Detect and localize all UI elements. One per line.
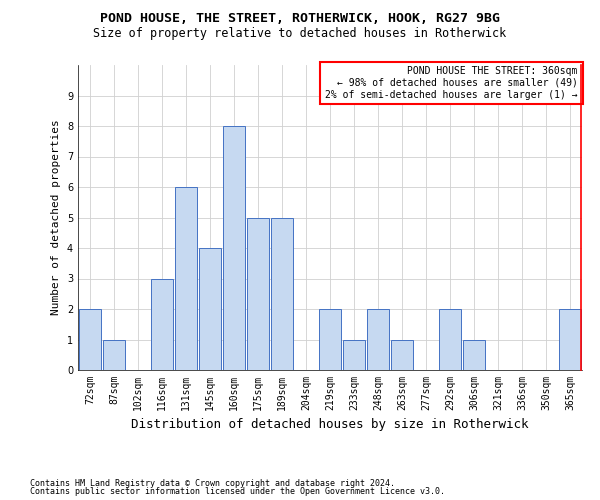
Text: POND HOUSE THE STREET: 360sqm
← 98% of detached houses are smaller (49)
2% of se: POND HOUSE THE STREET: 360sqm ← 98% of d… [325,66,578,100]
Text: Contains public sector information licensed under the Open Government Licence v3: Contains public sector information licen… [30,487,445,496]
Bar [247,218,269,370]
Bar [559,309,581,370]
X-axis label: Distribution of detached houses by size in Rotherwick: Distribution of detached houses by size … [131,418,529,432]
Text: Contains HM Land Registry data © Crown copyright and database right 2024.: Contains HM Land Registry data © Crown c… [30,478,395,488]
Text: Size of property relative to detached houses in Rotherwick: Size of property relative to detached ho… [94,28,506,40]
Bar [79,309,101,370]
Bar [463,340,485,370]
Bar [271,218,293,370]
Bar [439,309,461,370]
Bar [391,340,413,370]
Bar [175,187,197,370]
Bar [199,248,221,370]
Bar [319,309,341,370]
Bar [367,309,389,370]
Y-axis label: Number of detached properties: Number of detached properties [52,120,61,316]
Bar [223,126,245,370]
Bar [103,340,125,370]
Bar [343,340,365,370]
Text: POND HOUSE, THE STREET, ROTHERWICK, HOOK, RG27 9BG: POND HOUSE, THE STREET, ROTHERWICK, HOOK… [100,12,500,26]
Bar [151,278,173,370]
